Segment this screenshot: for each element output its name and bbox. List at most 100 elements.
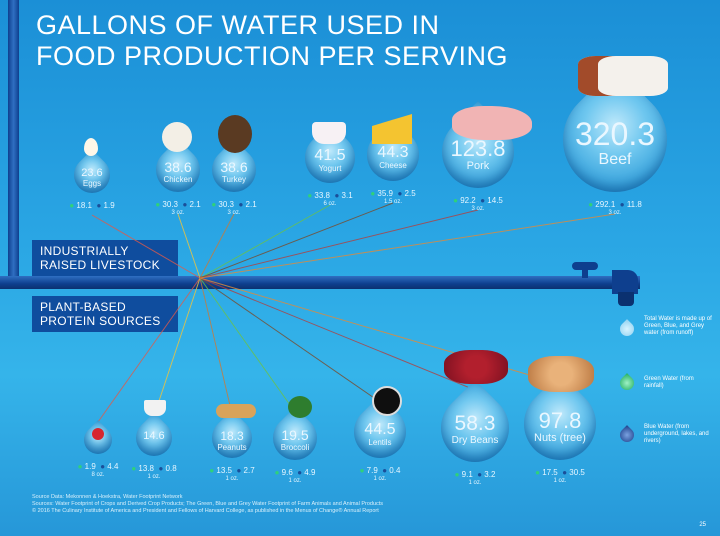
- drop-stats: ● 7.9 ● 0.4 1 oz.: [350, 466, 410, 482]
- drop-food-name: Yogurt: [318, 163, 342, 173]
- section-livestock-label: INDUSTRIALLY RAISED LIVESTOCK: [32, 240, 178, 276]
- green-water-value: ● 9.1: [454, 470, 473, 479]
- drop-label: 58.3 Dry Beans: [434, 412, 516, 447]
- connector-line: [91, 214, 201, 279]
- green-water-value: ● 1.9: [77, 462, 96, 471]
- drop-stats: ● 17.5 ● 30.5 1 oz.: [530, 468, 590, 484]
- connector-line: [153, 277, 201, 417]
- drop-food-name: Cheese: [379, 160, 407, 170]
- footer-line-3: © 2016 The Culinary Institute of America…: [32, 508, 379, 514]
- green-water-value: ● 7.9: [359, 466, 378, 475]
- cow-icon: [578, 56, 668, 96]
- drop-total-value: 38.6: [164, 159, 192, 176]
- serving-size: 1 oz.: [468, 480, 482, 486]
- serving-size: 3 oz.: [471, 206, 485, 212]
- drop-food-name: Turkey: [221, 175, 247, 185]
- serving-size: 3 oz.: [227, 210, 241, 216]
- blue-water-value: ● 2.1: [182, 200, 201, 209]
- green-water-value: ● 30.3: [211, 200, 234, 209]
- serving-size: 1 oz.: [553, 478, 567, 484]
- serving-size: 6 oz.: [323, 201, 337, 207]
- page-number: 25: [699, 522, 706, 528]
- serving-size: 3 oz.: [608, 210, 622, 216]
- connector-line: [97, 277, 201, 423]
- drop-label: 23.6 Eggs: [70, 167, 113, 188]
- drop-label: 14.6: [132, 430, 175, 442]
- footer-line-2: Sources: Water Footprint of Crops and De…: [32, 501, 384, 507]
- green-water-value: ● 9.6: [274, 468, 293, 477]
- peanuts-icon: [216, 404, 256, 418]
- blue-water-value: ● 30.5: [562, 468, 585, 477]
- connector-line: [177, 213, 201, 279]
- serving-size: 1 oz.: [373, 476, 387, 482]
- drop-total-value: 58.3: [454, 412, 496, 436]
- drop-food-name: Lentils: [368, 437, 392, 447]
- drop-food-name: Nuts (tree): [534, 431, 586, 444]
- drop-stats: ● 9.6 ● 4.9 1 oz.: [265, 468, 325, 484]
- yogurt-icon: [312, 122, 346, 144]
- drop-food-name: Eggs: [82, 179, 102, 189]
- green-water-value: ● 17.5: [535, 468, 558, 477]
- drop-total-value: 97.8: [538, 407, 582, 433]
- drop-total-value: 44.5: [364, 420, 396, 438]
- footer: Source Data: Mekonnen & Hoekstra, Water …: [32, 494, 692, 515]
- drop-stats: ● 9.1 ● 3.2 1 oz.: [445, 470, 505, 486]
- blue-water-value: ● 2.1: [238, 200, 257, 209]
- drop-total-value: 44.3: [377, 143, 409, 161]
- serving-size: 1 oz.: [147, 474, 161, 480]
- pipe-vertical: [8, 0, 19, 288]
- apple-icon: [92, 428, 104, 440]
- faucet-spout: [618, 292, 634, 306]
- faucet-handle-icon: [572, 262, 598, 270]
- green-water-value: ● 13.8: [131, 464, 154, 473]
- drop-label: 38.6 Chicken: [152, 159, 205, 185]
- drop-label: 123.8 Pork: [435, 137, 521, 172]
- green-water-value: ● 33.8: [307, 191, 330, 200]
- drop-label: 44.5 Lentils: [349, 421, 411, 447]
- blue-water-value: ● 11.8: [619, 200, 642, 209]
- drop-stats: ● 13.8 ● 0.8 1 oz.: [124, 464, 184, 480]
- drop-food-name: Beef: [598, 150, 632, 168]
- connector-line: [199, 277, 296, 413]
- drop-label: 320.3 Beef: [553, 115, 678, 168]
- connector-line: [199, 277, 476, 391]
- section-plant-label: PLANT-BASED PROTEIN SOURCES: [32, 296, 178, 332]
- connector-line: [199, 209, 479, 279]
- connector-line: [199, 204, 331, 279]
- blue-water-value: ● 3.2: [477, 470, 496, 479]
- pipe-horizontal: [0, 276, 640, 289]
- drop-stats: ● 92.2 ● 14.5 3 oz.: [448, 196, 508, 212]
- serving-size: 3 oz.: [171, 210, 185, 216]
- beans-icon: [444, 350, 508, 384]
- drop-label: 97.8 Nuts (tree): [517, 409, 603, 444]
- title-line-2: FOOD PRODUCTION PER SERVING: [36, 41, 509, 71]
- footer-line-1: Source Data: Mekonnen & Hoekstra, Water …: [32, 494, 183, 500]
- drop-label: 19.5 Broccoli: [269, 428, 322, 453]
- chicken-icon: [162, 122, 192, 152]
- drop-total-value: 320.3: [574, 115, 656, 152]
- drop-stats: ● 35.9 ● 2.5 1.5 oz.: [363, 189, 423, 205]
- green-water-value: ● 292.1: [588, 200, 616, 209]
- nuts-icon: [528, 356, 594, 392]
- connector-line: [199, 213, 235, 279]
- serving-size: 1.5 oz.: [383, 199, 402, 205]
- blue-water-value: ● 3.1: [334, 191, 353, 200]
- green-water-value: ● 18.1: [69, 201, 92, 210]
- legend-blue: Blue Water (from underground, lakes, and…: [644, 424, 709, 444]
- drop-stats: ● 18.1 ● 1.9: [62, 201, 122, 210]
- drop-stats: ● 292.1 ● 11.8 3 oz.: [585, 200, 645, 216]
- legend-total: Total Water is made up of Green, Blue, a…: [644, 316, 712, 336]
- blue-water-value: ● 0.4: [382, 466, 401, 475]
- serving-size: 1 oz.: [225, 476, 239, 482]
- blue-water-value: ● 2.5: [397, 189, 416, 198]
- drop-food-name: Broccoli: [280, 443, 310, 453]
- drop-stats: ● 30.3 ● 2.1 3 oz.: [204, 200, 264, 216]
- green-water-value: ● 30.3: [155, 200, 178, 209]
- broccoli-icon: [288, 396, 312, 418]
- green-water-value: ● 35.9: [370, 189, 393, 198]
- drop-stats: ● 33.8 ● 3.1 6 oz.: [300, 191, 360, 207]
- blue-water-value: ● 0.8: [158, 464, 177, 473]
- drop-stats: ● 1.9 ● 4.4 8 oz.: [68, 462, 128, 478]
- legend-green: Green Water (from rainfall): [644, 376, 694, 389]
